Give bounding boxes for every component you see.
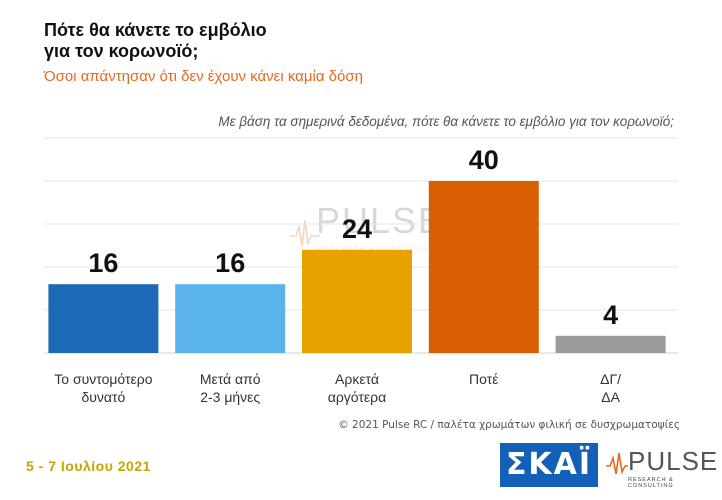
bar-chart: 16 16 24 40 4 Το συντομότερο δυνατό Μετά από 2-… (44, 137, 678, 405)
category-label-1: Το συντομότερο δυνατό (54, 371, 152, 405)
pulse-wave-icon (290, 219, 320, 247)
credit-text: © 2021 Pulse RC / παλέτα χρωμάτων φιλική… (338, 419, 680, 431)
value-label-2: 16 (215, 248, 245, 278)
chart-bars (48, 181, 666, 353)
pulse-logo-wave-icon (606, 452, 628, 475)
pulse-logo-word: PULSE (628, 446, 719, 476)
chart-title-line-2: για τον κορωνοϊό; (44, 41, 199, 61)
pulse-watermark: PULSE RESEARCH & CONSULTING (290, 200, 450, 260)
value-label-3: 24 (342, 214, 372, 244)
bar-4 (428, 181, 539, 353)
watermark-sub: RESEARCH & CONSULTING (318, 246, 436, 253)
bar-2 (175, 284, 286, 353)
survey-date: 5 - 7 Ιουλίου 2021 (26, 458, 151, 474)
watermark-word: PULSE (316, 200, 445, 241)
chart-subtitle: Όσοι απάντησαν ότι δεν έχουν κάνει καμία… (44, 68, 363, 85)
chart-title-line-1: Πότε θα κάνετε το εμβόλιο (44, 20, 267, 40)
pulse-logo: PULSE RESEARCH & CONSULTING (606, 444, 717, 489)
bar-5 (555, 335, 666, 353)
chart-value-labels: 16 16 24 40 4 (88, 145, 618, 330)
category-label-4: Ποτέ (469, 371, 498, 387)
chart-category-labels: Το συντομότερο δυνατό Μετά από 2-3 μήνες Αρκ… (54, 371, 621, 405)
survey-question: Με βάση τα σημερινά δεδομένα, πότε θα κά… (218, 114, 674, 129)
category-label-5: ΔΓ/ΔΑ (600, 371, 621, 405)
category-label-3: Αρκετά αργότερα (328, 371, 386, 405)
value-label-1: 16 (88, 248, 118, 278)
pulse-logo-sub: RESEARCH & CONSULTING (628, 477, 674, 489)
chart-title: Πότε θα κάνετε το εμβόλιο για τον κορωνο… (44, 20, 267, 62)
bar-1 (48, 284, 159, 353)
category-label-2: Μετά από 2-3 μήνες (200, 371, 261, 405)
value-label-5: 4 (603, 300, 618, 330)
bar-3 (302, 249, 412, 353)
skai-logo: ΣΚΑΪ (500, 443, 598, 487)
value-label-4: 40 (469, 145, 499, 175)
